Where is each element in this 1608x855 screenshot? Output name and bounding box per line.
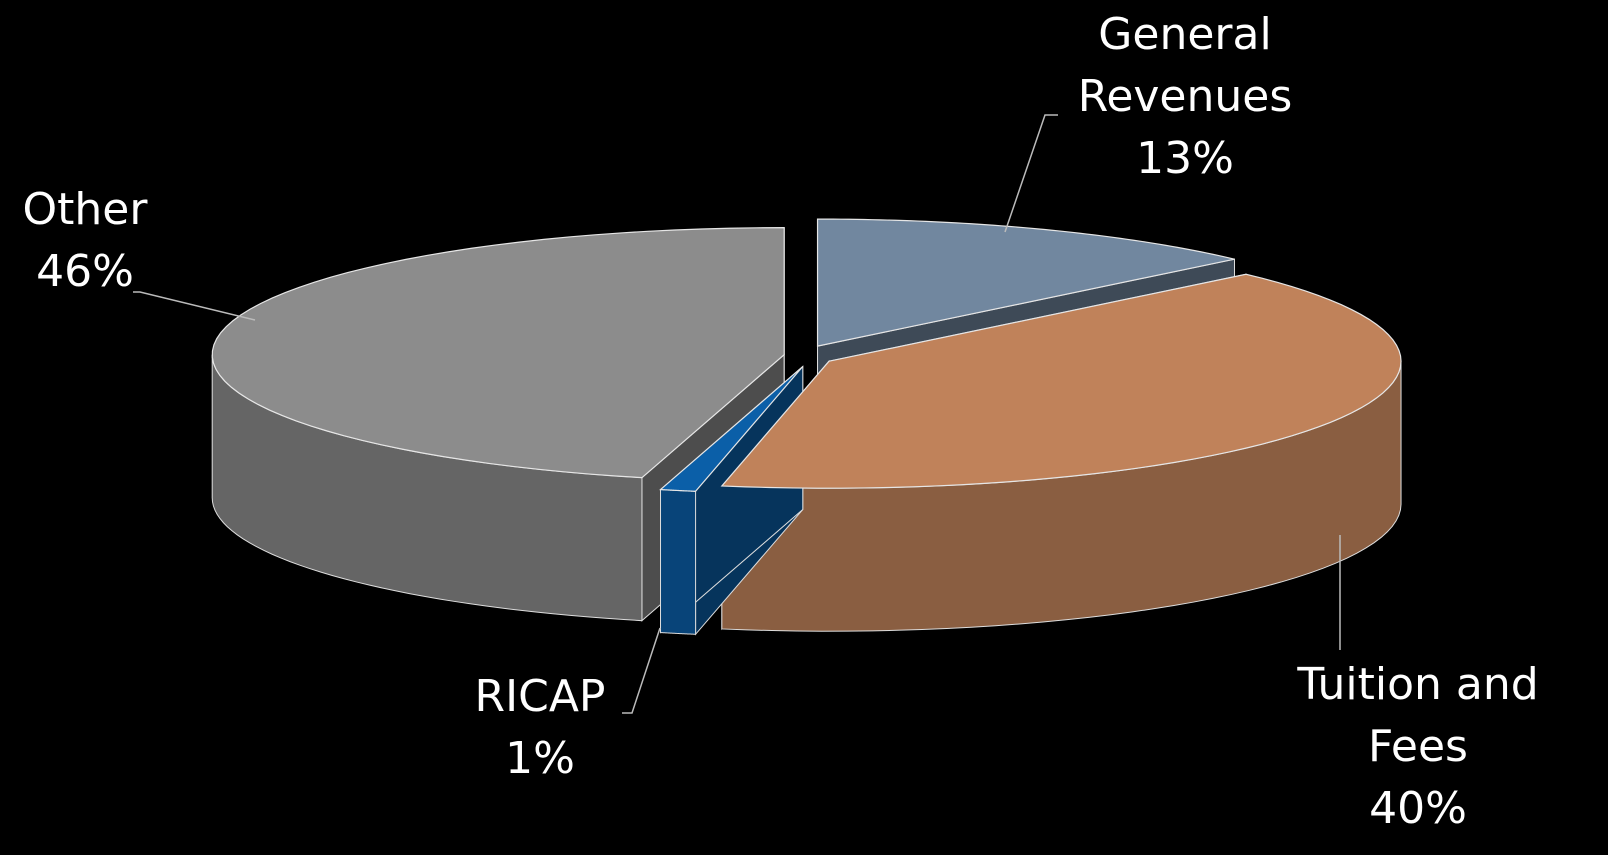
leader-lines <box>133 114 1341 714</box>
category-label: General Revenues <box>1077 9 1293 122</box>
slice-label: Tuition and Fees 40% <box>1258 654 1578 840</box>
slice-label: RICAP 1% <box>440 666 640 790</box>
leader-line <box>1004 114 1058 233</box>
value-label: 13% <box>1136 133 1234 184</box>
leader-line <box>622 627 661 714</box>
slice-label: Other 46% <box>0 179 170 303</box>
category-label: Other <box>22 184 148 235</box>
slice-side <box>660 489 697 635</box>
slice <box>816 218 1235 347</box>
category-label: Tuition and Fees <box>1297 659 1539 772</box>
slice <box>211 227 785 479</box>
value-label: 1% <box>505 733 575 784</box>
slice-label: General Revenues 13% <box>1035 4 1335 190</box>
category-label: RICAP <box>474 671 606 722</box>
slice-tops <box>211 218 1402 492</box>
value-label: 40% <box>1369 783 1467 834</box>
slice <box>659 366 804 492</box>
slice <box>720 273 1402 489</box>
leader-line <box>133 291 256 321</box>
value-label: 46% <box>36 246 134 297</box>
